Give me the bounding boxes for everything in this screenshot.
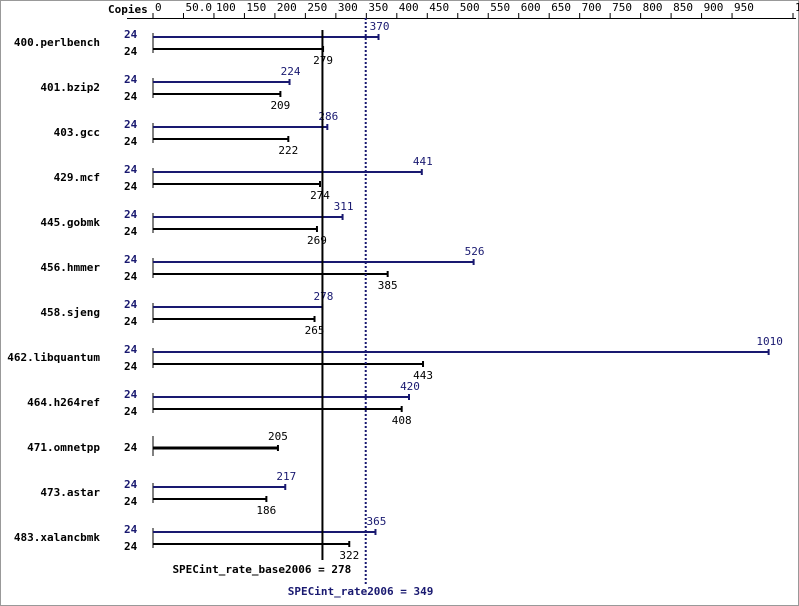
x-tick-label: 50.0 (185, 1, 212, 14)
value-label: 186 (256, 504, 276, 517)
value-label: 526 (465, 245, 485, 258)
value-label: 222 (278, 144, 298, 157)
x-tick-label: 700 (582, 1, 602, 14)
copies: 24 (124, 253, 138, 266)
x-tick-label: 650 (551, 1, 571, 14)
copies: 24 (124, 315, 138, 328)
value-label: 370 (370, 20, 390, 33)
copies: 24 (124, 28, 138, 41)
copies: 24 (124, 388, 138, 401)
copies: 24 (124, 135, 138, 148)
copies: 24 (124, 90, 138, 103)
x-tick-label: 100 (216, 1, 236, 14)
value-label: 224 (281, 65, 301, 78)
copies: 24 (124, 360, 138, 373)
copies: 24 (124, 478, 138, 491)
value-label: 1010 (756, 335, 783, 348)
x-tick-label: 350 (368, 1, 388, 14)
x-tick-label: 550 (490, 1, 510, 14)
value-label: 205 (268, 430, 288, 443)
benchmark-label: 429.mcf (54, 171, 100, 184)
value-label: 269 (307, 234, 327, 247)
x-tick-label: 850 (673, 1, 693, 14)
value-label: 441 (413, 155, 433, 168)
x-tick-label: 750 (612, 1, 632, 14)
x-tick-label: 250 (307, 1, 327, 14)
value-label: 365 (367, 515, 387, 528)
benchmark-label: 401.bzip2 (40, 81, 100, 94)
copies: 24 (124, 225, 138, 238)
value-label: 274 (310, 189, 330, 202)
copies: 24 (124, 118, 138, 131)
copies: 24 (124, 441, 138, 454)
copies: 24 (124, 45, 138, 58)
peak-reference-label: SPECint_rate2006 = 349 (288, 585, 434, 598)
copies: 24 (124, 298, 138, 311)
value-label: 408 (392, 414, 412, 427)
benchmark-label: 458.sjeng (40, 306, 100, 319)
value-label: 385 (378, 279, 398, 292)
copies: 24 (124, 343, 138, 356)
benchmark-label: 445.gobmk (40, 216, 100, 229)
copies: 24 (124, 405, 138, 418)
benchmark-label: 483.xalancbmk (14, 531, 100, 544)
benchmark-label: 471.omnetpp (27, 441, 100, 454)
benchmark-label: 464.h264ref (27, 396, 100, 409)
copies: 24 (124, 180, 138, 193)
x-tick-label: 500 (460, 1, 480, 14)
x-tick-label: 150 (246, 1, 266, 14)
benchmark-label: 456.hmmer (40, 261, 100, 274)
x-tick-label: 300 (338, 1, 358, 14)
copies: 24 (124, 208, 138, 221)
copies: 24 (124, 523, 138, 536)
copies: 24 (124, 73, 138, 86)
value-label: 209 (270, 99, 290, 112)
x-tick-label: 900 (704, 1, 724, 14)
benchmark-label: 462.libquantum (7, 351, 100, 364)
x-tick-label: 450 (429, 1, 449, 14)
x-tick-label: 0 (155, 1, 162, 14)
x-tick-label: 800 (643, 1, 663, 14)
value-label: 265 (305, 324, 325, 337)
value-label: 322 (339, 549, 359, 562)
x-tick-label: 1050 (795, 1, 799, 14)
x-tick-label: 200 (277, 1, 297, 14)
x-tick-label: 600 (521, 1, 541, 14)
benchmark-label: 473.astar (40, 486, 100, 499)
copies-header: Copies (108, 3, 148, 16)
benchmark-label: 403.gcc (54, 126, 100, 139)
x-tick-label: 950 (734, 1, 754, 14)
value-label: 286 (318, 110, 338, 123)
value-label: 443 (413, 369, 433, 382)
value-label: 217 (276, 470, 296, 483)
copies: 24 (124, 495, 138, 508)
copies: 24 (124, 270, 138, 283)
x-tick-label: 400 (399, 1, 419, 14)
copies: 24 (124, 540, 138, 553)
benchmark-label: 400.perlbench (14, 36, 100, 49)
value-label: 311 (334, 200, 354, 213)
base-reference-label: SPECint_rate_base2006 = 278 (172, 563, 351, 576)
copies: 24 (124, 163, 138, 176)
value-label: 420 (400, 380, 420, 393)
